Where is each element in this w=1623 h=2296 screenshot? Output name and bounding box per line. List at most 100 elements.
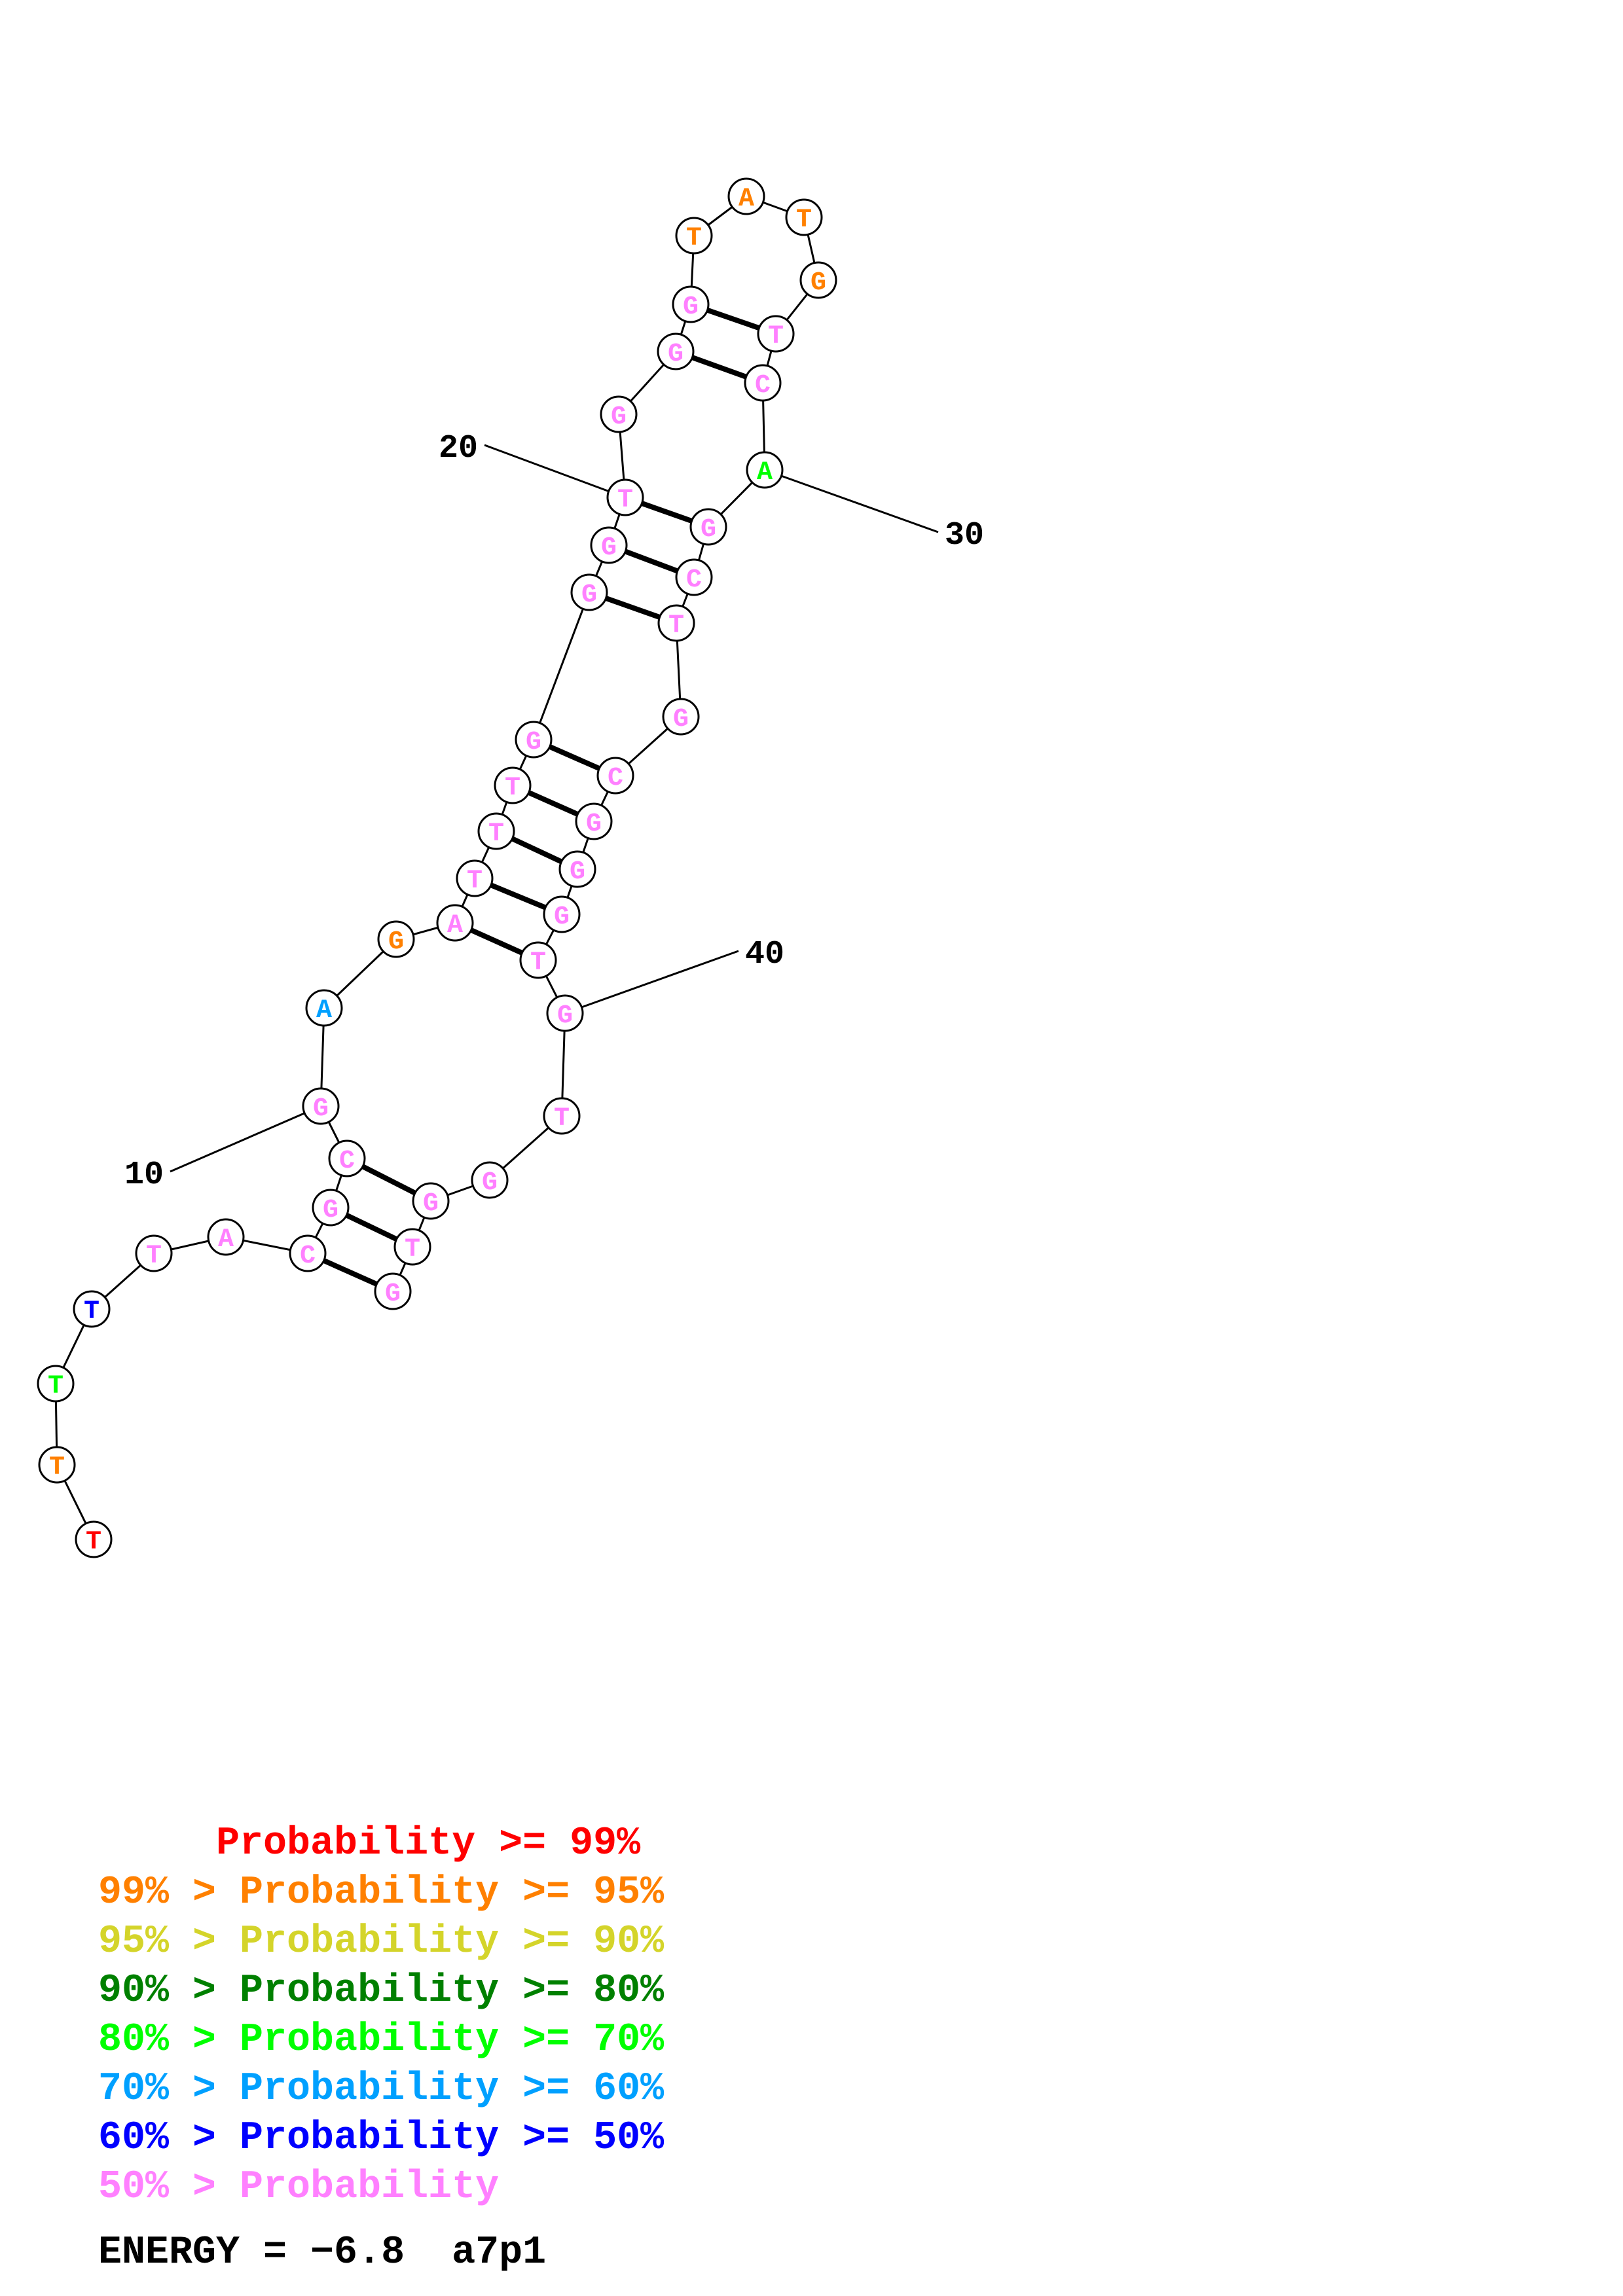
nucleotide-letter: A [757, 458, 773, 488]
nucleotide-letter: T [505, 774, 520, 803]
nucleotide-circle [543, 1097, 581, 1135]
nucleotide: A [727, 177, 765, 215]
backbone-lines [54, 195, 820, 1540]
nucleotide: T [543, 1097, 581, 1135]
nucleotide-letter: T [668, 611, 684, 641]
nucleotide-circle [477, 812, 515, 850]
nucleotide-letter: G [586, 810, 602, 839]
nucleotide-circle [596, 757, 634, 795]
nucleotide-letter: T [467, 867, 483, 896]
nucleotide-letter: C [339, 1147, 355, 1176]
nucleotide-letter: A [739, 185, 754, 214]
nucleotide-circle [657, 332, 695, 370]
nucleotide: T [606, 478, 644, 516]
nucleotide-circle [377, 920, 415, 958]
nucleotide: T [785, 198, 823, 236]
legend-row: 95% > Probability >= 90% [98, 1920, 665, 1964]
nucleotide: G [689, 508, 727, 546]
nucleotide-letter: T [768, 322, 784, 351]
nucleotide: A [436, 904, 474, 942]
position-label: 10 [124, 1157, 164, 1194]
structure-name: a7p1 [452, 2231, 547, 2275]
nucleotide: A [207, 1218, 245, 1256]
nucleotide: A [305, 989, 343, 1027]
nucleotide-circle [289, 1234, 327, 1272]
energy-line: ENERGY = −6.8 a7p1 [98, 2231, 546, 2275]
legend-row: 80% > Probability >= 70% [98, 2018, 665, 2062]
nucleotide-circle [657, 604, 695, 642]
nucleotide-circle [312, 1189, 350, 1227]
nucleotide-circle [38, 1446, 76, 1484]
legend-row: 50% > Probability [98, 2165, 500, 2210]
nucleotide-circle [600, 395, 638, 433]
position-label: 30 [945, 517, 984, 554]
nucleotide-letter: T [48, 1372, 64, 1401]
nucleotide-circle [207, 1218, 245, 1256]
position-tick [484, 444, 626, 499]
nucleotide-circle [744, 364, 782, 402]
nucleotide-letter: G [601, 533, 617, 563]
nucleotide-circle [546, 994, 584, 1032]
nucleotide-circle [73, 1290, 111, 1328]
nucleotide: T [75, 1520, 113, 1558]
nucleotide: T [519, 941, 557, 979]
nucleotide: T [494, 766, 532, 804]
nucleotide: G [600, 395, 638, 433]
nucleotide: C [328, 1139, 366, 1177]
position-ticks: 10 20 30 40 [124, 430, 984, 1194]
nucleotide-circle [75, 1520, 113, 1558]
nucleotide: G [590, 526, 628, 564]
nucleotide-circle [575, 802, 613, 840]
nucleotide-letter: G [526, 728, 541, 757]
position-tick [170, 1105, 321, 1173]
nucleotide-letter: G [701, 515, 716, 545]
nucleotide-letter: G [385, 1280, 401, 1309]
nucleotide: G [546, 994, 584, 1032]
energy-value: ENERGY = −6.8 [98, 2231, 405, 2275]
nucleotide-circle [606, 478, 644, 516]
position-label: 20 [439, 430, 478, 467]
legend-row: 60% > Probability >= 50% [98, 2116, 665, 2161]
nucleotide: G [312, 1189, 350, 1227]
nucleotide-circle [672, 285, 710, 323]
nucleotide-circle [785, 198, 823, 236]
nucleotide-circle [558, 850, 596, 888]
nucleotide: T [73, 1290, 111, 1328]
probability-legend: Probability >= 99% 99% > Probability >= 9… [98, 1820, 664, 2212]
nucleotide-letter: G [557, 1001, 573, 1031]
nucleotide-letter: A [218, 1225, 234, 1255]
nucleotide-letter: G [313, 1094, 329, 1124]
nucleotide-circle [689, 508, 727, 546]
nucleotide-letter: T [796, 206, 812, 235]
nucleotide-letter: T [405, 1235, 420, 1265]
nucleotide: T [393, 1228, 431, 1266]
nucleotide-letter: G [388, 927, 404, 957]
nucleotide-letter: G [323, 1196, 338, 1225]
nucleotide-letter: G [683, 293, 699, 322]
nucleotide-letter: G [581, 581, 597, 610]
nucleotide-circle [543, 895, 581, 933]
nucleotide: C [596, 757, 634, 795]
nucleotide-letter: T [554, 1104, 570, 1134]
nucleotide: G [302, 1087, 340, 1125]
nucleotide: T [456, 859, 494, 897]
nucleotide: C [289, 1234, 327, 1272]
legend-row: 70% > Probability >= 60% [98, 2067, 665, 2111]
nucleotide-circle [328, 1139, 366, 1177]
nucleotides: TTTTTACGCGAGATTTGGGTGGGTATGTCAGCTGCGGGTG… [37, 177, 837, 1558]
base-pair-bonds [306, 302, 777, 1294]
nucleotide-letter: C [755, 371, 771, 401]
nucleotide: C [744, 364, 782, 402]
nucleotide-letter: G [811, 268, 826, 298]
nucleotide: G [575, 802, 613, 840]
nucleotide: G [558, 850, 596, 888]
nucleotide-letter: T [146, 1242, 162, 1271]
nucleotide: G [515, 721, 553, 759]
nucleotide: T [757, 315, 795, 353]
nucleotide-letter: C [300, 1242, 316, 1271]
nucleotide-letter: A [316, 996, 332, 1026]
nucleotide: G [543, 895, 581, 933]
nucleotide-circle [799, 261, 837, 299]
nucleotide: G [662, 698, 700, 736]
nucleotide: G [412, 1182, 450, 1220]
